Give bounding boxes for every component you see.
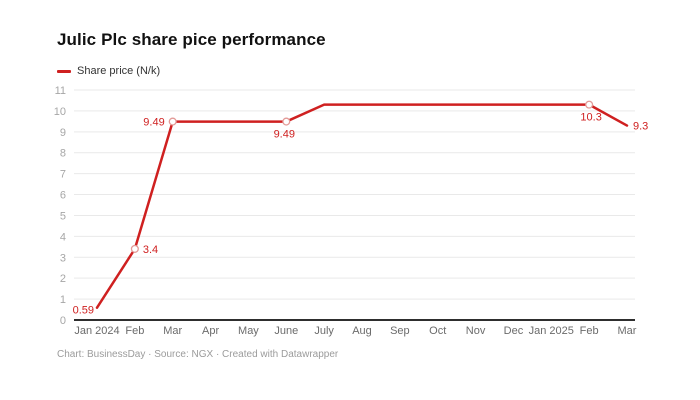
- x-axis-tick-label: Nov: [466, 325, 486, 337]
- legend-swatch: [57, 69, 71, 73]
- x-axis-tick-label: Sep: [390, 325, 410, 337]
- x-axis-tick-label: Apr: [202, 325, 219, 337]
- y-axis-tick-label: 1: [60, 294, 66, 306]
- x-axis-tick-label: July: [314, 325, 334, 337]
- series-line-share-price: [95, 103, 629, 309]
- data-point-label: 0.59: [73, 305, 94, 317]
- data-point-label: 9.3: [633, 121, 648, 133]
- y-axis-tick-label: 7: [60, 169, 66, 181]
- data-point-label: 9.49: [274, 129, 295, 141]
- y-axis-tick-label: 10: [54, 106, 66, 118]
- y-axis-tick-label: 6: [60, 190, 66, 202]
- x-axis-tick-label: Jan 2024: [74, 325, 119, 337]
- y-axis-tick-label: 0: [60, 315, 66, 327]
- x-axis-tick-label: Oct: [429, 325, 446, 337]
- legend-label: Share price (N/k): [77, 65, 161, 77]
- data-point-label: 3.4: [143, 244, 158, 256]
- x-axis-tick-label: Mar: [163, 325, 182, 337]
- data-point-label: 9.49: [143, 117, 164, 129]
- data-point-marker: [130, 244, 139, 253]
- footer-credit: Chart: BusinessDay · Source: NGX · Creat…: [57, 349, 339, 360]
- x-axis-tick-label: June: [274, 325, 298, 337]
- x-axis-tick-label: Feb: [580, 325, 599, 337]
- y-axis-tick-label: 3: [60, 252, 66, 264]
- y-axis-tick-label: 2: [60, 273, 66, 285]
- y-axis-tick-label: 11: [55, 85, 66, 97]
- data-point-marker: [168, 117, 177, 126]
- x-axis-tick-label: Dec: [504, 325, 524, 337]
- x-axis-tick-label: May: [238, 325, 259, 337]
- x-axis-tick-label: Aug: [352, 325, 372, 337]
- legend: Share price (N/k): [57, 65, 160, 77]
- data-point-marker: [585, 100, 594, 109]
- x-axis-tick-label: Jan 2025: [529, 325, 574, 337]
- data-point-marker: [282, 117, 291, 126]
- x-axis-tick-label: Mar: [618, 325, 637, 337]
- x-axis-tick-label: Feb: [125, 325, 144, 337]
- data-point-label: 10.3: [580, 112, 601, 124]
- y-axis-tick-label: 4: [60, 231, 66, 243]
- chart-title: Julic Plc share pice performance: [57, 30, 326, 49]
- y-axis-tick-label: 9: [60, 127, 66, 139]
- y-axis-tick-label: 5: [60, 210, 66, 222]
- y-axis-tick-label: 8: [60, 148, 66, 160]
